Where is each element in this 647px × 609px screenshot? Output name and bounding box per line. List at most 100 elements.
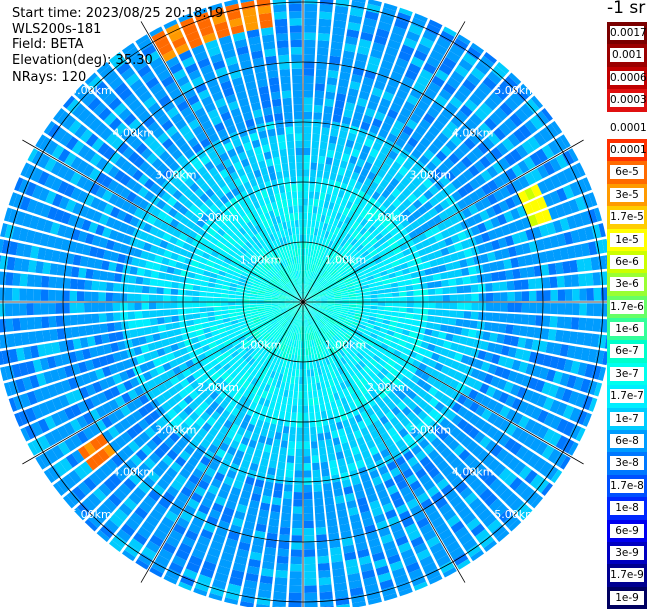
range-gate-cell (376, 285, 384, 290)
range-gate-cell (303, 256, 305, 263)
range-gate-cell (228, 302, 235, 305)
range-gate-cell (471, 303, 478, 311)
range-gate-cell (314, 199, 319, 207)
range-gate-cell (142, 303, 149, 310)
range-gate-cell (564, 275, 572, 287)
range-gate-cell (292, 521, 302, 528)
range-gate-cell (319, 4, 332, 12)
range-gate-cell (558, 303, 565, 314)
range-gate-cell (327, 150, 335, 158)
range-gate-cell (112, 29, 128, 43)
range-gate-cell (278, 454, 286, 462)
range-gate-cell (100, 271, 108, 281)
range-gate-cell (320, 404, 326, 412)
range-gate-cell (456, 311, 464, 318)
range-gate-cell (250, 297, 257, 300)
range-gate-cell (550, 276, 558, 287)
range-gate-cell (319, 577, 332, 585)
range-gate-cell (296, 449, 303, 456)
range-gate-cell (149, 310, 157, 317)
range-gate-cell (56, 316, 64, 327)
range-gate-cell (434, 281, 442, 288)
range-gate-cell (440, 272, 448, 279)
range-gate-cell (113, 303, 120, 311)
range-gate-cell (199, 297, 206, 302)
range-gate-cell (306, 362, 309, 369)
range-gate-cell (163, 303, 170, 309)
range-gate-cell (478, 562, 494, 576)
range-gate-cell (321, 469, 329, 477)
range-gate-cell (330, 401, 337, 409)
range-gate-cell (48, 276, 56, 287)
range-gate-cell (471, 294, 478, 302)
range-gate-cell (304, 528, 314, 535)
range-gate-cell (0, 186, 4, 202)
range-gate-cell (435, 288, 443, 294)
range-gate-cell (50, 504, 65, 519)
range-gate-cell (70, 279, 78, 290)
range-gate-cell (26, 289, 34, 301)
range-gate-cell (403, 274, 411, 280)
range-gate-cell (283, 426, 290, 434)
range-gate-cell (311, 448, 318, 456)
range-gate-cell (178, 296, 185, 302)
range-gate-cell (289, 383, 294, 391)
range-gate-cell (416, 588, 432, 600)
range-gate-cell (304, 456, 311, 463)
range-gate-cell (272, 599, 286, 607)
range-gate-cell (303, 406, 308, 413)
range-gate-cell (303, 220, 307, 227)
range-gate-cell (398, 281, 406, 287)
range-gate-cell (434, 316, 442, 323)
range-gate-cell (199, 302, 206, 307)
range-gate-cell (310, 362, 314, 370)
range-gate-cell (555, 330, 564, 342)
range-gate-cell (333, 158, 341, 166)
range-gate-cell (170, 296, 177, 302)
range-gate-cell (34, 317, 42, 329)
range-gate-cell (600, 319, 607, 333)
range-gate-cell (514, 280, 522, 290)
range-gate-cell (277, 556, 289, 564)
range-gate-cell (57, 328, 66, 340)
range-gate-cell (304, 564, 316, 571)
range-gate-cell (541, 328, 550, 340)
range-gate-cell (327, 186, 334, 194)
range-gate-cell (85, 541, 100, 556)
range-gate-cell (449, 580, 465, 593)
range-gate-cell (98, 38, 114, 52)
range-gate-cell (178, 303, 185, 309)
range-gate-cell (493, 293, 500, 302)
range-gate-cell (216, 319, 224, 324)
range-gate-cell (402, 268, 410, 275)
range-gate-cell (304, 506, 313, 513)
range-gate-cell (589, 433, 602, 449)
range-gate-cell (585, 318, 593, 331)
range-gate-cell (370, 294, 377, 298)
range-gate-cell (166, 330, 174, 337)
range-gate-cell (289, 593, 302, 601)
range-gate-cell (308, 198, 313, 206)
range-gate-cell (85, 325, 93, 335)
range-gate-cell (416, 4, 432, 16)
range-gate-cell (282, 397, 288, 405)
range-gate-cell (84, 303, 91, 313)
range-gate-cell (290, 557, 301, 564)
range-gate-cell (385, 293, 392, 297)
range-gate-cell (77, 291, 84, 301)
range-gate-cell (192, 308, 200, 313)
range-gate-cell (401, 594, 416, 605)
range-gate-cell (514, 314, 522, 324)
range-gate-cell (332, 408, 339, 416)
range-gate-cell (288, 441, 295, 449)
range-gate-cell (412, 320, 420, 326)
range-gate-cell (39, 97, 53, 113)
range-gate-cell (572, 289, 580, 301)
range-gate-cell (78, 326, 86, 337)
range-gate-cell (550, 316, 558, 327)
range-gate-cell (221, 294, 228, 298)
range-gate-cell (50, 84, 65, 99)
range-gate-cell (150, 318, 158, 325)
range-gate-cell (378, 294, 385, 298)
range-gate-cell (143, 319, 151, 327)
